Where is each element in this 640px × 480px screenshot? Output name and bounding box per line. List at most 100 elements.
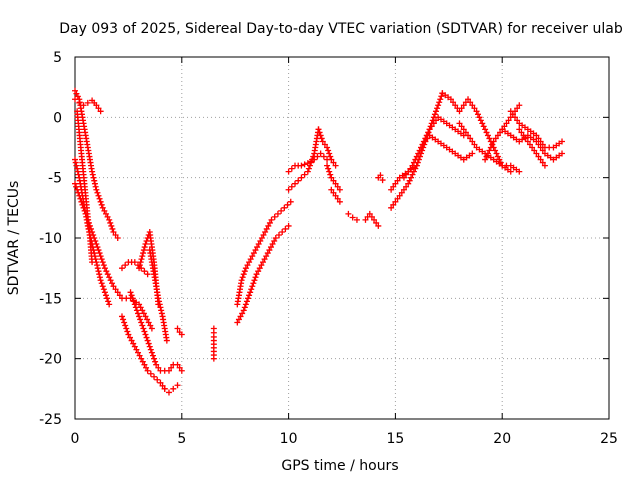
data-point [287, 198, 294, 205]
data-point [415, 150, 422, 157]
data-point [142, 241, 149, 248]
data-point [285, 222, 292, 229]
series-trace-24 [375, 172, 386, 184]
data-point [253, 271, 260, 278]
data-point [330, 159, 337, 166]
data-point [72, 156, 78, 163]
data-point [112, 231, 119, 238]
x-tick-label: 20 [493, 431, 511, 447]
data-point [86, 222, 93, 229]
data-point [398, 189, 405, 196]
data-point [135, 349, 142, 356]
data-point [505, 117, 512, 124]
data-point [267, 244, 274, 251]
data-point [120, 316, 127, 323]
data-point [484, 150, 491, 157]
data-point [74, 186, 81, 193]
data-point [114, 235, 121, 241]
data-point [148, 325, 155, 332]
data-point [493, 150, 500, 157]
data-point [139, 253, 146, 260]
data-point [507, 168, 514, 175]
data-point [465, 132, 472, 139]
data-point [295, 177, 302, 184]
data-point [315, 126, 322, 133]
x-tick-label: 10 [280, 431, 298, 447]
data-point [91, 253, 98, 260]
data-point [318, 135, 325, 142]
data-point [514, 117, 521, 124]
data-point [92, 238, 99, 245]
data-point [436, 99, 443, 106]
chart-title: Day 093 of 2025, Sidereal Day-to-day VTE… [59, 21, 623, 37]
data-point [537, 138, 544, 145]
data-point [130, 340, 137, 347]
data-point [174, 382, 181, 389]
data-point [301, 171, 308, 178]
data-point [490, 138, 497, 145]
data-point [520, 132, 527, 139]
data-point [144, 271, 151, 278]
data-point [129, 295, 136, 302]
data-point [435, 102, 442, 109]
data-point [81, 207, 88, 214]
data-point [324, 144, 331, 151]
x-axis-label: GPS time / hours [281, 458, 398, 474]
y-tick-label: -10 [39, 231, 62, 247]
data-point [434, 105, 441, 112]
data-point [418, 144, 425, 151]
data-point [271, 238, 278, 245]
data-point [109, 225, 116, 232]
data-point [305, 165, 312, 172]
data-point [168, 364, 175, 371]
series-trace-33 [507, 108, 566, 151]
data-point [480, 123, 487, 130]
data-point [559, 150, 566, 157]
data-point [272, 235, 279, 241]
data-point [452, 102, 459, 109]
data-point [261, 256, 268, 263]
data-point [407, 165, 414, 172]
data-point [96, 250, 103, 257]
data-point [259, 259, 266, 266]
data-point [483, 129, 490, 136]
data-point [539, 159, 546, 166]
data-point [125, 331, 132, 338]
data-point [139, 307, 146, 314]
data-point [154, 376, 161, 383]
data-point [247, 256, 254, 263]
data-point [122, 262, 129, 269]
data-point [292, 180, 299, 187]
data-point [409, 162, 416, 169]
data-point [301, 161, 308, 168]
data-point [279, 228, 286, 235]
data-point [118, 313, 125, 320]
data-point [140, 247, 147, 254]
data-point [94, 265, 101, 272]
data-point [239, 310, 246, 317]
data-point [102, 210, 109, 217]
data-point [512, 114, 519, 121]
series-trace-12 [161, 382, 181, 396]
data-point [101, 207, 108, 214]
data-point [74, 93, 81, 100]
data-point [334, 183, 341, 190]
data-point [456, 120, 463, 127]
data-point [353, 216, 360, 223]
data-point [274, 210, 281, 217]
data-point [144, 367, 151, 374]
data-point [97, 198, 104, 205]
data-point [298, 162, 305, 169]
data-point [100, 286, 107, 293]
data-point [141, 244, 148, 251]
data-point [96, 195, 103, 202]
data-point [467, 99, 474, 106]
series-trace-01 [72, 96, 104, 115]
data-point [121, 319, 128, 326]
data-point [84, 216, 91, 223]
data-point [170, 385, 177, 392]
data-point [130, 298, 137, 305]
data-point [319, 138, 326, 145]
data-point [128, 292, 135, 299]
data-point [282, 225, 289, 232]
